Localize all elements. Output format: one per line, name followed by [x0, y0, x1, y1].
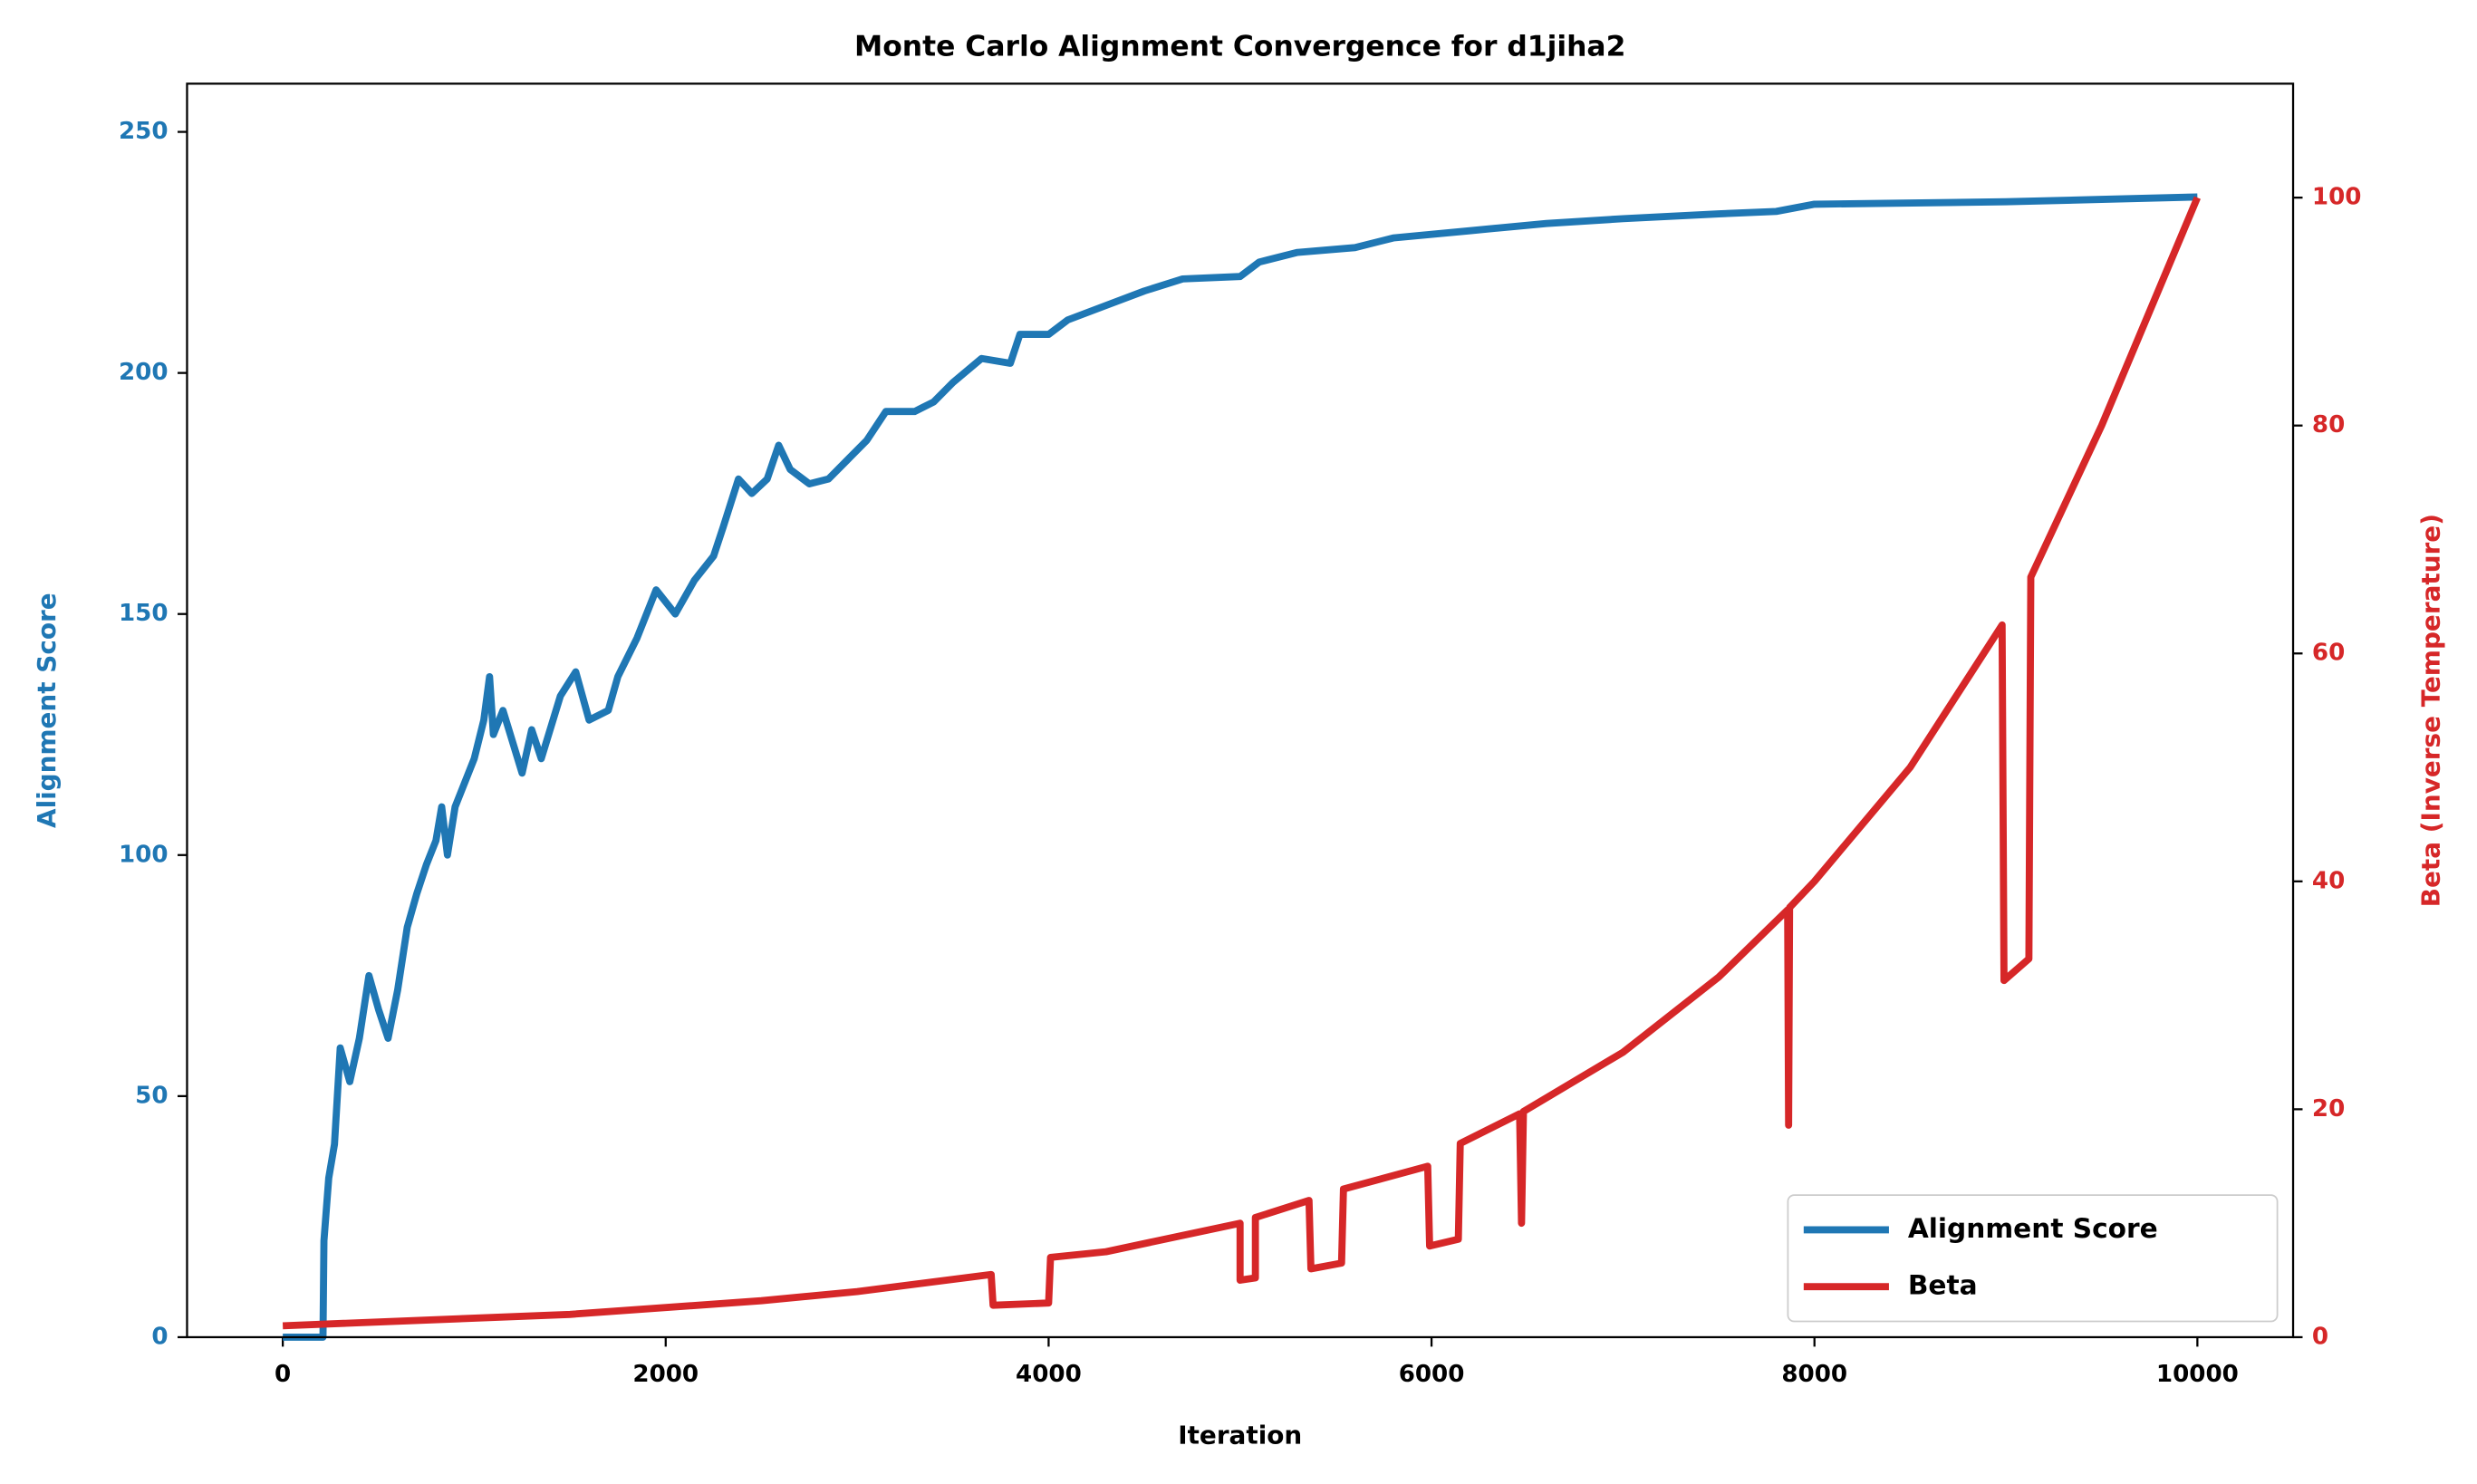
x-tick-label: 10000 — [2156, 1361, 2239, 1388]
y-axis-label: Alignment Score — [32, 593, 62, 828]
y-tick-label: 250 — [119, 118, 169, 145]
y-tick-label: 100 — [119, 841, 169, 868]
legend-label: Alignment Score — [1908, 1213, 2158, 1244]
y-tick-label: 200 — [119, 359, 169, 386]
y2-tick-label: 0 — [2312, 1323, 2328, 1350]
y-tick-label: 150 — [119, 600, 169, 627]
x-tick-label: 6000 — [1399, 1361, 1465, 1388]
y2-tick-label: 100 — [2312, 184, 2362, 211]
x-axis-label: Iteration — [1178, 1421, 1302, 1450]
chart-title: Monte Carlo Alignment Convergence for d1… — [854, 30, 1625, 63]
y2-tick-label: 20 — [2312, 1095, 2345, 1123]
legend-box — [1787, 1194, 2279, 1323]
plot-frame — [186, 82, 2295, 1339]
x-tick-label: 2000 — [632, 1361, 699, 1388]
y-tick-label: 0 — [151, 1323, 168, 1350]
y2-tick-label: 40 — [2312, 867, 2345, 894]
y2-tick-label: 60 — [2312, 640, 2345, 667]
legend-label: Beta — [1908, 1270, 1978, 1301]
x-tick-label: 4000 — [1016, 1361, 1082, 1388]
y2-axis-label: Beta (Inverse Temperature) — [2415, 514, 2445, 907]
x-tick-label: 8000 — [1781, 1361, 1847, 1388]
y-tick-label: 50 — [135, 1082, 168, 1109]
x-tick-label: 0 — [275, 1361, 291, 1388]
y2-tick-label: 80 — [2312, 411, 2345, 438]
data-line — [283, 193, 2198, 1341]
data-line — [282, 196, 2201, 1330]
